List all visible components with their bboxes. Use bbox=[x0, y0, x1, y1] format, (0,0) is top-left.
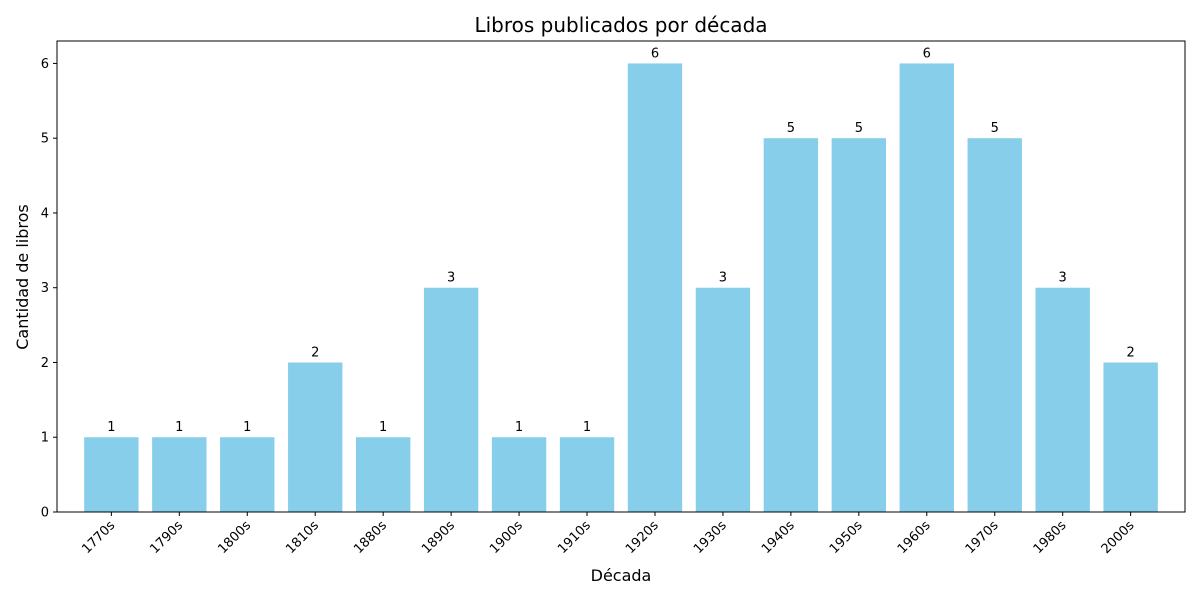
bars-group bbox=[84, 63, 1158, 513]
data-label-1970s: 5 bbox=[991, 121, 999, 136]
y-tick-label-3: 3 bbox=[41, 281, 49, 296]
x-tick-label-1770s: 1770s bbox=[79, 518, 118, 557]
data-label-1920s: 6 bbox=[651, 46, 659, 61]
x-tick-label-1890s: 1890s bbox=[419, 518, 458, 557]
bar-1900s bbox=[491, 437, 547, 512]
x-tick-label-2000s: 2000s bbox=[1099, 518, 1138, 557]
x-tick-label-1810s: 1810s bbox=[283, 518, 322, 557]
x-tick-label-1970s: 1970s bbox=[963, 518, 1002, 557]
bar-1940s bbox=[763, 138, 819, 512]
x-tick-label-1940s: 1940s bbox=[759, 518, 798, 557]
x-tick-label-1900s: 1900s bbox=[487, 518, 526, 557]
data-label-1930s: 3 bbox=[719, 271, 727, 286]
y-tick-label-2: 2 bbox=[41, 356, 49, 371]
data-label-1890s: 3 bbox=[447, 271, 455, 286]
bar-1980s bbox=[1035, 287, 1090, 512]
y-tick-label-1: 1 bbox=[41, 431, 49, 446]
data-label-1950s: 5 bbox=[855, 121, 863, 136]
plot-frame bbox=[56, 40, 1186, 513]
y-tick-label-0: 0 bbox=[41, 506, 49, 521]
data-label-1810s: 2 bbox=[311, 345, 319, 360]
x-tick-label-1790s: 1790s bbox=[147, 518, 186, 557]
y-tick-label-4: 4 bbox=[41, 206, 49, 221]
bar-1770s bbox=[84, 437, 139, 512]
y-tick-label-6: 6 bbox=[41, 57, 49, 72]
x-tick-label-1950s: 1950s bbox=[827, 518, 866, 557]
data-label-1790s: 1 bbox=[175, 420, 183, 435]
data-label-1960s: 6 bbox=[923, 46, 931, 61]
bar-1930s bbox=[695, 287, 751, 512]
bar-2000s bbox=[1103, 362, 1158, 512]
x-tick-label-1800s: 1800s bbox=[215, 518, 254, 557]
data-label-1800s: 1 bbox=[243, 420, 251, 435]
x-axis-label: Década bbox=[591, 566, 652, 585]
x-tick-label-1930s: 1930s bbox=[691, 518, 730, 557]
data-label-2000s: 2 bbox=[1126, 345, 1134, 360]
data-labels-group: 1 1 1 2 1 3 1 1 6 3 5 5 6 5 3 2 bbox=[107, 46, 1135, 435]
bar-1880s bbox=[355, 437, 411, 512]
data-label-1770s: 1 bbox=[107, 420, 115, 435]
y-tick-label-5: 5 bbox=[41, 132, 49, 147]
bar-1920s bbox=[627, 63, 683, 513]
data-label-1980s: 3 bbox=[1059, 271, 1067, 286]
bar-1810s bbox=[288, 362, 343, 512]
bar-1950s bbox=[831, 138, 887, 512]
data-label-1910s: 1 bbox=[583, 420, 591, 435]
bar-1960s bbox=[899, 63, 954, 513]
y-axis-ticks: 0 1 2 3 4 5 6 bbox=[41, 57, 57, 521]
bar-1790s bbox=[152, 437, 207, 512]
x-axis-ticks: 1770s 1790s 1800s 1810s 1880s 1890s 1900s 1910s… bbox=[79, 512, 1138, 557]
bar-1910s bbox=[559, 437, 615, 512]
data-label-1940s: 5 bbox=[787, 121, 795, 136]
y-axis-label: Cantidad de libros bbox=[13, 204, 32, 350]
bar-1970s bbox=[967, 138, 1022, 512]
data-label-1880s: 1 bbox=[379, 420, 387, 435]
data-label-1900s: 1 bbox=[515, 420, 523, 435]
bar-1890s bbox=[423, 287, 479, 512]
x-tick-label-1980s: 1980s bbox=[1031, 518, 1070, 557]
x-tick-label-1960s: 1960s bbox=[895, 518, 934, 557]
chart-title: Libros publicados por década bbox=[474, 13, 767, 37]
x-tick-label-1920s: 1920s bbox=[623, 518, 662, 557]
bar-1800s bbox=[220, 437, 275, 512]
x-tick-label-1880s: 1880s bbox=[351, 518, 390, 557]
x-tick-label-1910s: 1910s bbox=[555, 518, 594, 557]
